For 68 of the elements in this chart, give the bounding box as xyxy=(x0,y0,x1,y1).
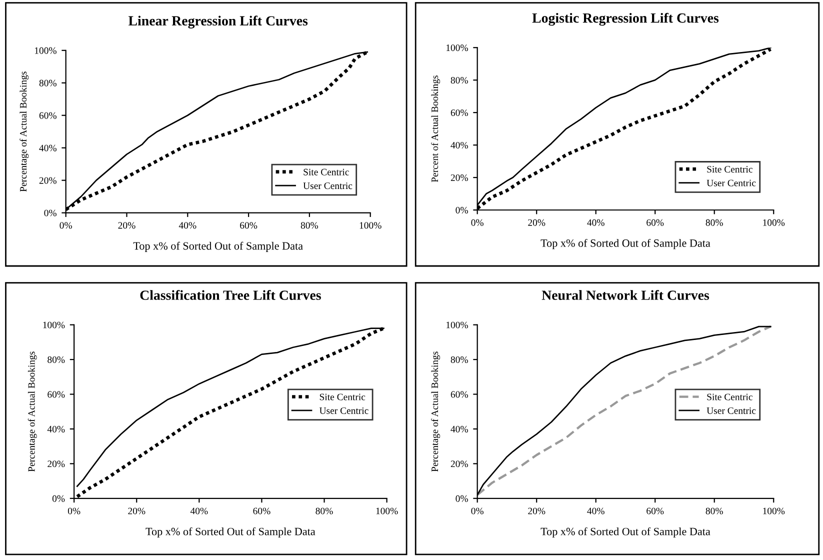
y-axis-title: Percentage of Actual Bookings xyxy=(431,352,440,472)
y-tick-label: 80% xyxy=(450,356,468,364)
y-tick-label: 0% xyxy=(52,495,65,502)
legend-label: Site Centric xyxy=(707,394,752,400)
chart-title: Logistic Regression Lift Curves xyxy=(532,12,719,26)
legend-label: User Centric xyxy=(319,407,368,414)
x-tick-label: 0% xyxy=(68,508,80,514)
y-tick-label: 80% xyxy=(39,80,56,86)
x-tick-label: 80% xyxy=(706,219,723,226)
y-tick-label: 60% xyxy=(39,112,56,119)
y-tick-label: 40% xyxy=(450,426,468,432)
y-tick-label: 0% xyxy=(456,495,468,502)
x-tick-label: 0% xyxy=(471,219,484,226)
y-tick-label: 100% xyxy=(34,47,56,54)
x-axis-title: Top x% of Sorted Out of Sample Data xyxy=(540,238,710,250)
x-axis-title: Top x% of Sorted Out of Sample Data xyxy=(133,242,303,252)
legend-label: User Centric xyxy=(303,182,352,190)
x-tick-label: 40% xyxy=(178,222,196,229)
legend-label: User Centric xyxy=(706,180,756,186)
y-axis-title: Percentage of Actual Bookings xyxy=(28,352,37,472)
x-tick-label: 0% xyxy=(471,508,484,514)
x-tick-label: 20% xyxy=(528,219,546,226)
y-tick-label: 40% xyxy=(47,426,65,432)
y-tick-label: 80% xyxy=(450,76,468,84)
x-tick-label: 60% xyxy=(240,222,258,229)
y-axis-title: Percentage of Actual Bookings xyxy=(20,72,29,192)
x-tick-label: 100% xyxy=(376,508,398,514)
x-tick-label: 40% xyxy=(587,508,604,514)
chart-title: Linear Regression Lift Curves xyxy=(128,16,308,28)
x-tick-label: 60% xyxy=(646,219,664,226)
legend-label: Site Centric xyxy=(707,166,752,173)
legend-label: User Centric xyxy=(706,407,756,414)
y-tick-label: 60% xyxy=(450,109,468,116)
y-tick-label: 20% xyxy=(39,177,56,184)
x-tick-label: 20% xyxy=(528,508,546,514)
legend-label: Site Centric xyxy=(304,168,349,176)
x-tick-label: 80% xyxy=(316,508,333,514)
x-tick-label: 60% xyxy=(646,508,664,514)
chart-title: Neural Network Lift Curves xyxy=(542,290,710,300)
x-tick-label: 20% xyxy=(128,508,146,514)
x-axis-title: Top x% of Sorted Out of Sample Data xyxy=(146,527,316,538)
y-tick-label: 100% xyxy=(446,44,468,52)
x-tick-label: 80% xyxy=(706,508,723,514)
y-tick-label: 0% xyxy=(44,210,56,216)
x-axis-title: Top x% of Sorted Out of Sample Data xyxy=(540,527,710,538)
chart-title: Classification Tree Lift Curves xyxy=(140,290,321,300)
y-tick-label: 20% xyxy=(450,174,468,182)
x-tick-label: 0% xyxy=(60,222,72,229)
x-tick-label: 100% xyxy=(763,219,785,226)
x-tick-label: 100% xyxy=(360,222,382,229)
x-tick-label: 20% xyxy=(118,222,136,229)
x-tick-label: 40% xyxy=(190,508,208,514)
y-tick-label: 100% xyxy=(43,322,65,328)
y-tick-label: 60% xyxy=(450,391,468,398)
y-tick-label: 20% xyxy=(450,460,468,468)
y-tick-label: 20% xyxy=(48,460,65,468)
y-axis-title: Percent of Actual Bookings xyxy=(431,76,440,182)
legend-label: Site Centric xyxy=(320,394,366,400)
x-tick-label: 60% xyxy=(253,508,270,514)
y-tick-label: 40% xyxy=(450,142,468,149)
x-tick-label: 100% xyxy=(763,508,785,514)
y-tick-label: 0% xyxy=(456,206,468,214)
y-tick-label: 80% xyxy=(48,356,65,364)
y-tick-label: 40% xyxy=(39,144,56,152)
y-tick-label: 60% xyxy=(48,391,65,398)
x-tick-label: 40% xyxy=(587,219,604,226)
x-tick-label: 80% xyxy=(300,222,318,229)
y-tick-label: 100% xyxy=(446,322,468,328)
